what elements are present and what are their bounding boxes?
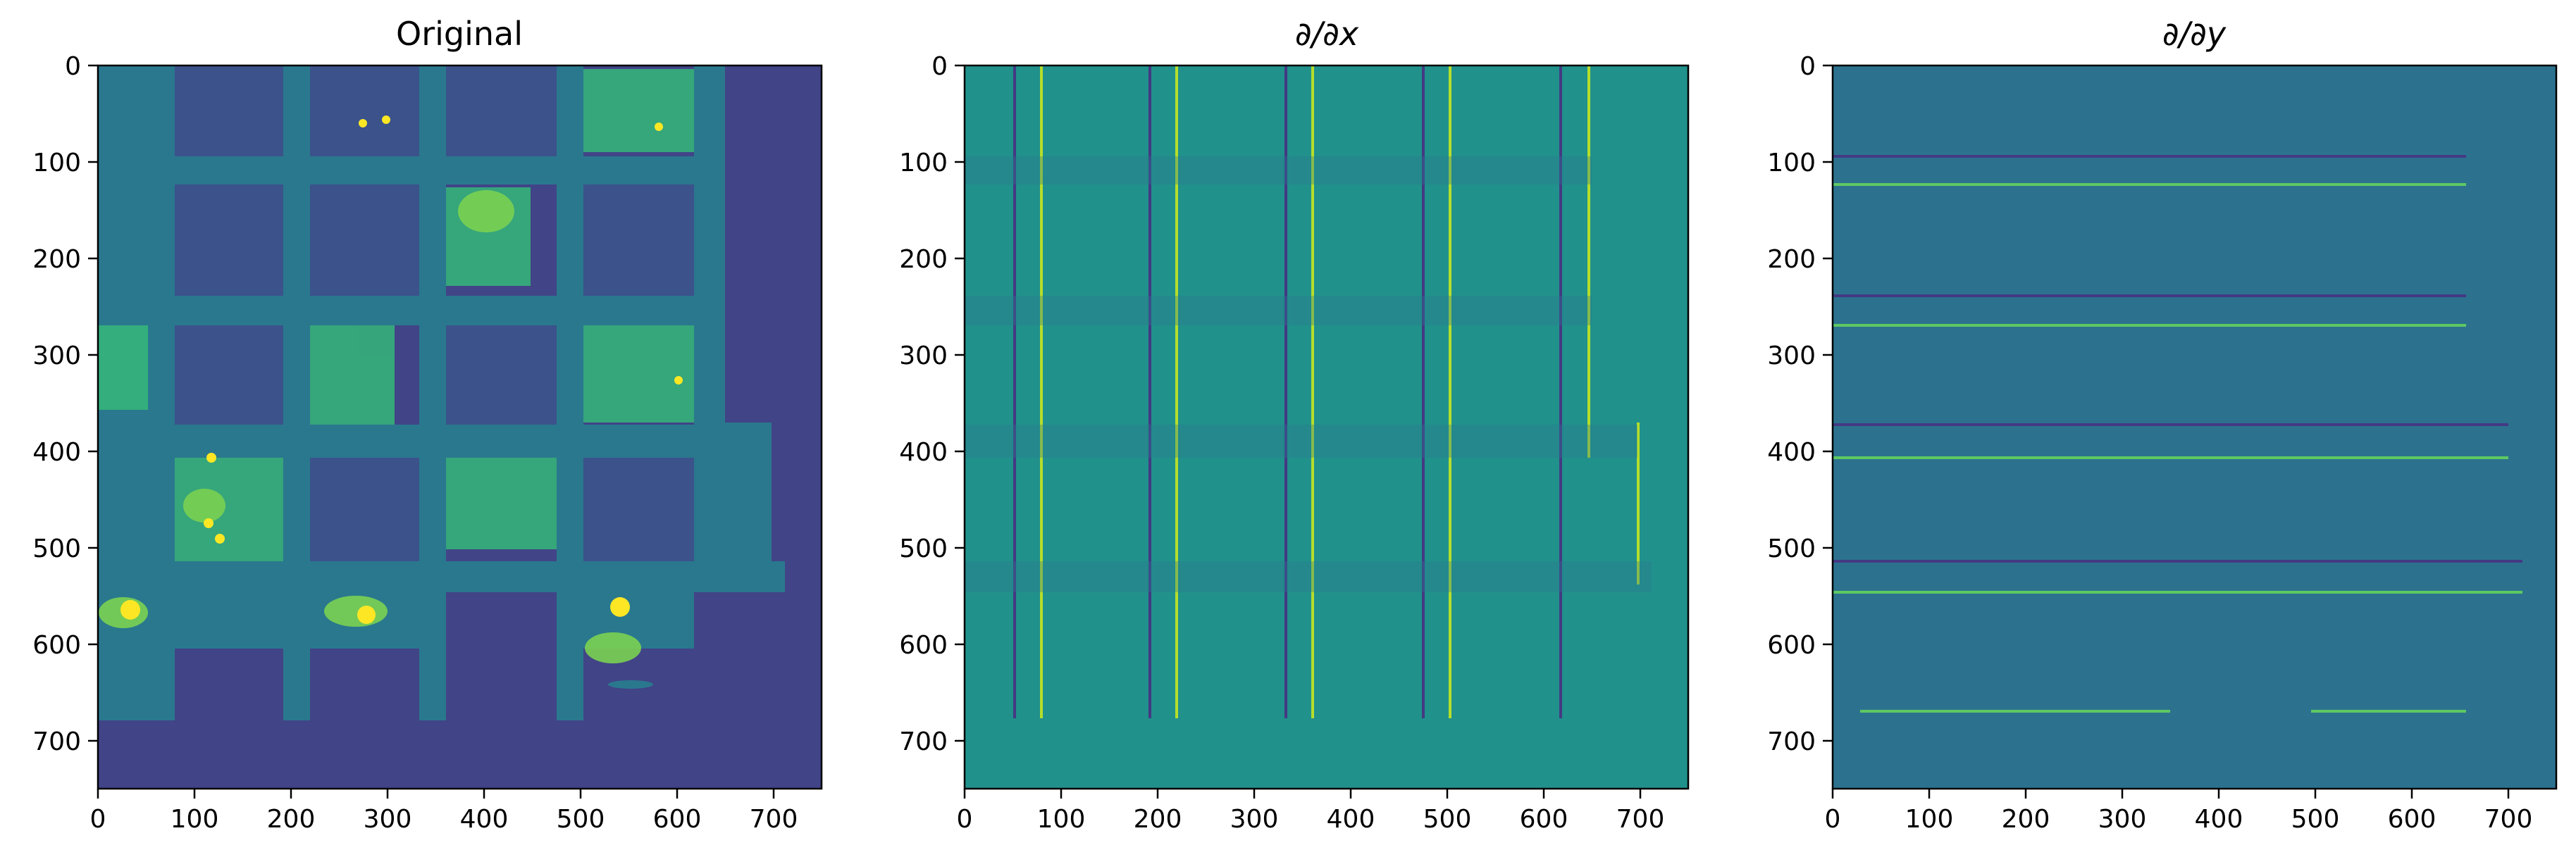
x-tick-label: 200 <box>1134 805 1182 834</box>
y-tick-label: 100 <box>1767 149 1816 177</box>
y-tick-label: 500 <box>899 534 948 563</box>
y-tick-label: 200 <box>899 245 948 274</box>
x-tick-label: 100 <box>171 805 219 834</box>
y-tick-label: 500 <box>1767 534 1816 563</box>
x-tick-label: 200 <box>2002 805 2050 834</box>
y-tick-label: 600 <box>32 631 81 660</box>
x-tick-label: 300 <box>1230 805 1279 834</box>
x-tick-label: 100 <box>1037 805 1086 834</box>
x-tick-label: 600 <box>2388 805 2436 834</box>
y-tick-label: 600 <box>899 631 948 660</box>
y-axis-ddy: 0 100 200 300 400 500 600 700 <box>1767 52 1833 756</box>
axes-frame-original <box>97 64 823 790</box>
y-tick-label: 200 <box>1767 245 1816 274</box>
axes-frame-ddy <box>1831 64 2558 790</box>
x-tick-label: 400 <box>460 805 509 834</box>
y-tick-label: 700 <box>32 727 81 756</box>
y-tick-label: 100 <box>32 149 81 177</box>
y-axis-ddx: 0 100 200 300 400 500 600 700 <box>899 52 965 756</box>
image-ddx <box>965 65 1688 789</box>
panel-original: Original <box>32 15 823 834</box>
x-tick-label: 700 <box>1616 805 1665 834</box>
image-ddy <box>1833 65 2556 789</box>
y-tick-label: 200 <box>32 245 81 274</box>
y-tick-label: 400 <box>899 438 948 467</box>
x-tick-label: 500 <box>1423 805 1472 834</box>
image-original <box>98 65 822 789</box>
y-tick-label: 100 <box>899 149 948 177</box>
x-tick-label: 300 <box>364 805 412 834</box>
axes-frame-ddx <box>963 64 1690 790</box>
x-tick-label: 0 <box>90 805 106 834</box>
y-tick-label: 500 <box>32 534 81 563</box>
x-tick-label: 700 <box>2484 805 2533 834</box>
x-tick-label: 600 <box>653 805 702 834</box>
y-tick-label: 300 <box>1767 342 1816 370</box>
panel-title-original: Original <box>396 15 523 53</box>
y-tick-label: 300 <box>32 342 81 370</box>
y-tick-label: 400 <box>32 438 81 467</box>
y-tick-label: 300 <box>899 342 948 370</box>
y-tick-label: 400 <box>1767 438 1816 467</box>
x-tick-label: 100 <box>1905 805 1954 834</box>
panel-title-ddy: ∂/∂y <box>2162 15 2227 53</box>
panel-title-ddx: ∂/∂x <box>1295 15 1359 53</box>
x-tick-label: 600 <box>1520 805 1568 834</box>
x-axis-ddx: 0 100 200 300 400 500 600 700 <box>957 789 1665 834</box>
x-tick-label: 300 <box>2098 805 2147 834</box>
y-tick-label: 0 <box>1800 52 1816 81</box>
panel-ddx: ∂/∂x <box>899 15 1690 834</box>
x-tick-label: 0 <box>1825 805 1841 834</box>
y-tick-label: 600 <box>1767 631 1816 660</box>
y-tick-label: 700 <box>1767 727 1816 756</box>
x-tick-label: 500 <box>557 805 605 834</box>
x-tick-label: 700 <box>750 805 798 834</box>
y-tick-label: 700 <box>899 727 948 756</box>
x-axis-original: 0 100 200 300 400 500 600 700 <box>90 789 798 834</box>
y-tick-label: 0 <box>65 52 81 81</box>
panel-ddy: ∂/∂y <box>1767 15 2558 834</box>
x-tick-label: 0 <box>957 805 973 834</box>
x-tick-label: 200 <box>267 805 316 834</box>
x-axis-ddy: 0 100 200 300 400 500 600 700 <box>1825 789 2533 834</box>
y-axis-original: 0 100 200 300 400 500 600 700 <box>32 52 98 756</box>
x-tick-label: 400 <box>1327 805 1375 834</box>
x-tick-label: 400 <box>2195 805 2243 834</box>
x-tick-label: 500 <box>2291 805 2340 834</box>
y-tick-label: 0 <box>931 52 948 81</box>
